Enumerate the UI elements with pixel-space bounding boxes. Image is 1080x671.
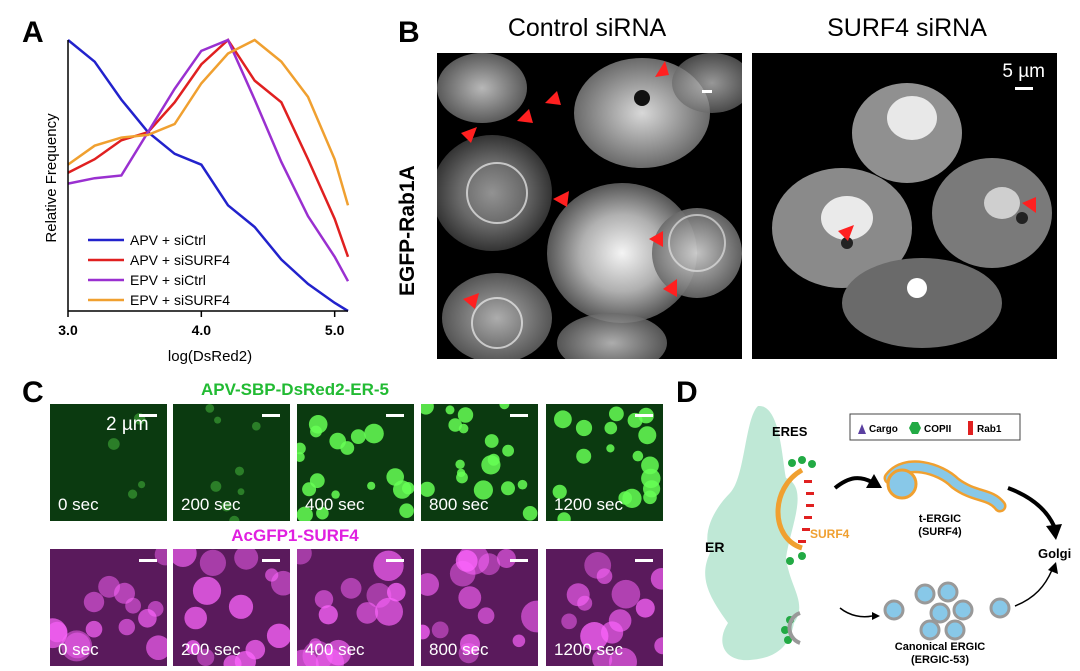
copii-icon xyxy=(909,422,921,434)
panel-label-d: D xyxy=(676,376,698,409)
panel-label-b: B xyxy=(398,16,420,49)
legend-copii: COPII xyxy=(924,424,951,435)
panel-label-c: C xyxy=(22,376,44,409)
time-label: 1200 sec xyxy=(554,640,623,659)
micrograph-surf4: 5 µm xyxy=(752,53,1057,359)
canonical-sub-label: (ERGIC-53) xyxy=(911,654,969,666)
surf4-label: SURF4 xyxy=(810,527,850,541)
x-tick-label-1: 4.0 xyxy=(192,322,212,338)
arrow-to-tergic xyxy=(833,476,873,490)
scale-label-c: 2 µm xyxy=(106,414,149,435)
cargo-icon xyxy=(858,424,866,434)
time-label: 200 sec xyxy=(181,495,241,514)
row-title-apv: APV-SBP-DsRed2-ER-5 xyxy=(201,380,389,399)
scale-bar-c xyxy=(510,414,528,417)
scale-bar-c xyxy=(510,559,528,562)
col-title-surf4: SURF4 siRNA xyxy=(827,14,987,42)
copii-hexagons xyxy=(781,456,816,644)
scale-bar-c xyxy=(139,559,157,562)
y-axis-label: Relative Frequency xyxy=(43,113,60,243)
time-label: 800 sec xyxy=(429,640,489,659)
green-frame-3: 800 sec xyxy=(421,404,538,521)
magenta-frame-0: 0 sec xyxy=(50,549,167,666)
eres-label: ERES xyxy=(772,424,808,439)
scale-bar-c xyxy=(262,559,280,562)
scale-bar-c xyxy=(635,414,653,417)
t-ergic-label: t-ERGIC xyxy=(919,513,961,525)
legend: APV + siCtrl APV + siSURF4 EPV + siCtrl EPV… xyxy=(88,232,230,308)
series-line-2 xyxy=(67,38,350,282)
er-shape xyxy=(705,405,800,661)
diagram-d: ER ERES SURF4 Cargo COPII Rab1 t-ERGIC (… xyxy=(705,405,1071,666)
rab1-marks xyxy=(798,480,814,543)
er-label: ER xyxy=(705,539,724,555)
series-line-3 xyxy=(67,38,350,206)
col-title-control: Control siRNA xyxy=(507,14,667,42)
time-label: 0 sec xyxy=(58,495,99,514)
series-line-0 xyxy=(67,39,349,313)
time-label: 400 sec xyxy=(305,640,365,659)
series-line-1 xyxy=(67,38,350,258)
diagram-legend-box xyxy=(849,413,1021,441)
x-axis-label: log(DsRed2) xyxy=(168,348,252,365)
micrograph-control xyxy=(437,53,742,359)
scale-bar-c xyxy=(635,559,653,562)
red-arrows-surf4 xyxy=(752,53,1057,359)
t-ergic-sub-label: (SURF4) xyxy=(918,526,962,538)
row-label-egfp-rab1a: EGFP-Rab1A xyxy=(396,165,419,296)
legend-entry-2: EPV + siCtrl xyxy=(130,272,206,288)
golgi-label: Golgi xyxy=(1038,546,1071,561)
arrow-to-golgi-top xyxy=(1007,486,1056,527)
x-tick-label-0: 3.0 xyxy=(58,322,78,338)
canonical-label: Canonical ERGIC xyxy=(895,641,986,653)
green-frame-0: 0 sec xyxy=(50,404,167,521)
panel-label-a: A xyxy=(22,16,44,49)
scale-bar-c xyxy=(139,414,157,417)
time-label: 0 sec xyxy=(58,640,99,659)
scale-label-b: 5 µm xyxy=(1002,61,1045,82)
lower-bud xyxy=(787,611,801,645)
canonical-ergic-cluster xyxy=(883,581,1011,641)
legend-cargo: Cargo xyxy=(869,424,898,435)
time-label: 1200 sec xyxy=(554,495,623,514)
legend-rab1: Rab1 xyxy=(977,424,1002,435)
legend-entry-0: APV + siCtrl xyxy=(130,232,206,248)
chart-a: 3.0 4.0 5.0 log(DsRed2) Relative Frequency… xyxy=(43,38,350,365)
surf4-membrane xyxy=(775,467,804,551)
x-tick-label-2: 5.0 xyxy=(325,322,345,338)
legend-entry-3: EPV + siSURF4 xyxy=(130,292,230,308)
magenta-frame-3: 800 sec xyxy=(421,549,538,666)
scale-bar-c xyxy=(262,414,280,417)
time-label: 400 sec xyxy=(305,495,365,514)
green-frame-2: 400 sec xyxy=(297,404,414,521)
time-label: 200 sec xyxy=(181,640,241,659)
magenta-frame-2: 400 sec xyxy=(297,549,414,666)
arrow-to-canonical xyxy=(839,607,873,618)
scale-bar-c xyxy=(386,559,404,562)
magenta-frame-4: 1200 sec xyxy=(546,549,663,666)
red-arrows-control xyxy=(461,61,677,309)
time-label: 800 sec xyxy=(429,495,489,514)
scale-bar-c xyxy=(386,414,404,417)
green-frame-4: 1200 sec xyxy=(546,404,663,521)
legend-entry-1: APV + siSURF4 xyxy=(130,252,230,268)
magenta-frame-1: 200 sec xyxy=(173,549,290,666)
scale-bar-b xyxy=(1015,87,1033,90)
arrow-to-golgi-bottom xyxy=(1014,569,1053,607)
rab1-icon xyxy=(968,421,973,435)
green-frame-1: 200 sec xyxy=(173,404,290,521)
row-title-surf4: AcGFP1-SURF4 xyxy=(231,526,359,545)
